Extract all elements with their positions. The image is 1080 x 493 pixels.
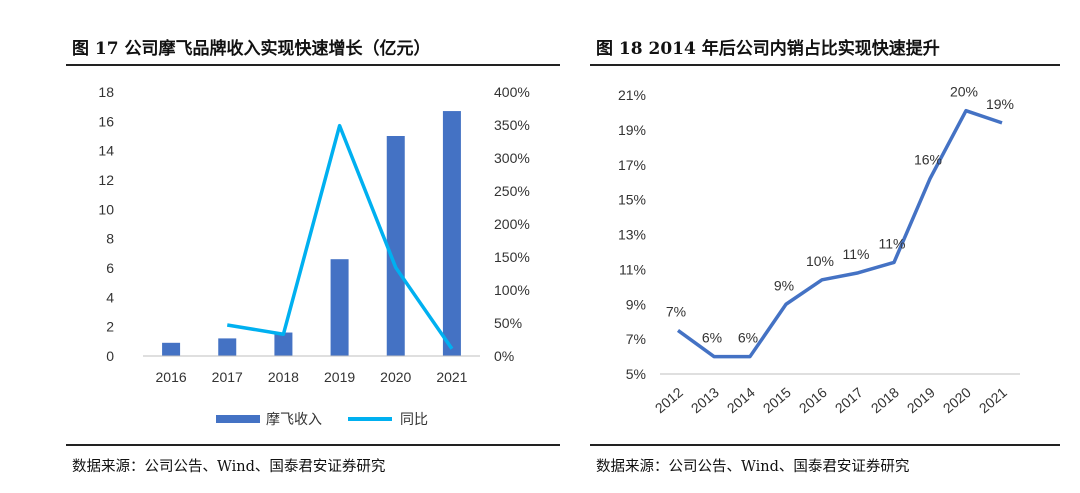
title-rule xyxy=(66,64,560,66)
data-label: 6% xyxy=(738,330,758,346)
revenue-bar xyxy=(386,136,405,356)
y-axis-tick-label: 7% xyxy=(626,331,646,347)
chart-title: 图 17 公司摩飞品牌收入实现快速增长（亿元） xyxy=(72,39,431,59)
right-axis-tick-label: 50% xyxy=(494,315,522,331)
right-axis-tick-label: 400% xyxy=(494,84,530,100)
left-axis-tick-label: 0 xyxy=(106,348,114,364)
y-axis-tick-label: 17% xyxy=(618,157,646,173)
chart-title: 图 18 2014 年后公司内销占比实现快速提升 xyxy=(596,39,940,59)
source-note: 数据来源：公司公告、Wind、国泰君安证券研究 xyxy=(596,459,910,475)
y-axis-tick-label: 15% xyxy=(618,192,646,208)
right-axis-tick-label: 250% xyxy=(494,183,530,199)
x-axis-tick-label: 2020 xyxy=(940,384,974,416)
domestic-share-line xyxy=(676,108,1003,359)
revenue-bar xyxy=(218,338,237,356)
source-note: 数据来源：公司公告、Wind、国泰君安证券研究 xyxy=(72,459,386,475)
data-label: 6% xyxy=(702,330,722,346)
x-axis-tick-label: 2021 xyxy=(436,369,467,385)
data-label: 11% xyxy=(843,246,870,262)
right-axis-tick-label: 0% xyxy=(494,348,514,364)
yoy-growth-line xyxy=(226,123,454,350)
y-axis-tick-label: 11% xyxy=(619,261,646,277)
x-axis-tick-label: 2019 xyxy=(904,384,938,416)
x-axis-tick-label: 2021 xyxy=(976,384,1010,416)
left-axis-tick-label: 12 xyxy=(98,172,114,188)
title-rule xyxy=(590,64,1060,66)
left-axis-tick-label: 14 xyxy=(98,143,114,159)
left-axis-tick-label: 2 xyxy=(106,319,114,335)
data-label: 9% xyxy=(774,277,794,293)
domestic-share-chart: 5% 7% 9% 11% 13% 15% 17% 19% 21% 7% 6% 6% 9% 10% 11% 11… xyxy=(618,84,1020,416)
x-axis-tick-label: 2020 xyxy=(380,369,411,385)
revenue-bar xyxy=(330,259,349,356)
footer-rule xyxy=(66,444,560,446)
data-label: 16% xyxy=(914,152,942,168)
revenue-bar xyxy=(442,111,461,356)
left-axis-tick-label: 16 xyxy=(98,113,114,129)
revenue-bar xyxy=(274,332,293,356)
x-axis-tick-label: 2016 xyxy=(156,369,187,385)
x-axis-tick-label: 2019 xyxy=(324,369,355,385)
legend-bar-label: 摩飞收入 xyxy=(266,411,322,427)
right-axis-tick-label: 200% xyxy=(494,216,530,232)
legend-bar-swatch xyxy=(216,415,260,423)
data-label: 20% xyxy=(950,84,978,100)
right-axis-tick-label: 150% xyxy=(494,249,530,265)
left-axis-tick-label: 10 xyxy=(98,201,114,217)
x-axis-tick-label: 2012 xyxy=(652,384,686,416)
x-axis-tick-label: 2017 xyxy=(832,384,866,416)
left-axis-tick-label: 8 xyxy=(106,231,114,247)
data-label: 10% xyxy=(806,253,834,269)
brand-revenue-chart: 0 2 4 6 8 10 12 14 16 18 0% 50% 100% 150% 200% 250% 300%… xyxy=(98,84,530,427)
left-axis-tick-label: 6 xyxy=(106,260,114,276)
x-axis-tick-label: 2016 xyxy=(796,384,830,416)
x-axis-tick-label: 2015 xyxy=(760,384,794,416)
y-axis-tick-label: 9% xyxy=(626,296,646,312)
legend-line-label: 同比 xyxy=(400,411,428,427)
x-axis-tick-label: 2018 xyxy=(268,369,299,385)
data-label: 19% xyxy=(986,96,1014,112)
data-label: 11% xyxy=(879,235,906,251)
right-axis-tick-label: 300% xyxy=(494,150,530,166)
y-axis-tick-label: 21% xyxy=(618,87,646,103)
footer-rule xyxy=(590,444,1060,446)
revenue-bar xyxy=(162,342,181,356)
left-axis-tick-label: 18 xyxy=(98,84,114,100)
y-axis-tick-label: 13% xyxy=(618,227,646,243)
x-axis-tick-label: 2014 xyxy=(724,384,758,416)
right-axis-tick-label: 100% xyxy=(494,282,530,298)
y-axis-tick-label: 19% xyxy=(618,122,646,138)
left-axis-tick-label: 4 xyxy=(106,289,114,305)
x-axis-tick-label: 2013 xyxy=(688,384,722,416)
x-axis-tick-label: 2017 xyxy=(212,369,243,385)
right-axis-tick-label: 350% xyxy=(494,117,530,133)
y-axis-tick-label: 5% xyxy=(626,366,646,382)
data-label: 7% xyxy=(666,303,686,319)
x-axis-tick-label: 2018 xyxy=(868,384,902,416)
